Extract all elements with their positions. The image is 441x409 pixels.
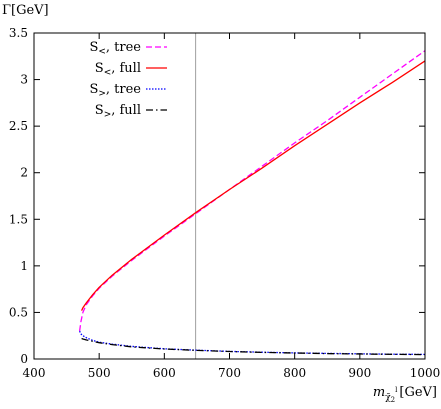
- y-tick-label: 1: [20, 259, 28, 273]
- y-tick-label: 3: [20, 73, 28, 87]
- x-tick-label: 400: [23, 366, 46, 380]
- x-tick-label: 700: [218, 366, 241, 380]
- x-tick-label: 800: [283, 366, 306, 380]
- legend-label-4: S>, full: [95, 103, 141, 120]
- y-tick-label: 0.5: [9, 305, 28, 319]
- x-axis-label-chi-index: 2: [391, 396, 395, 404]
- y-tick-label: 0: [20, 352, 28, 366]
- y-tick-label: 2.5: [9, 119, 28, 133]
- x-axis-label: mχ̃2l [GeV]: [373, 385, 437, 404]
- x-axis-label-chi: χ̃: [385, 392, 391, 403]
- y-tick-label: 1.5: [9, 212, 28, 226]
- x-tick-label: 500: [88, 366, 111, 380]
- y-tick-label: 2: [20, 166, 28, 180]
- legend-label-2: S<, full: [95, 61, 141, 78]
- legend: S<, tree S<, full S>, tree S>, full: [89, 40, 167, 120]
- x-tick-label: 600: [153, 366, 176, 380]
- series-line-2: [81, 60, 426, 311]
- x-axis-label-m: m: [373, 385, 385, 400]
- series-layer: [78, 50, 426, 356]
- x-tick-label: 1000: [410, 366, 441, 380]
- series-line-3: [79, 330, 426, 356]
- y-axis-label: Γ[GeV]: [2, 3, 49, 18]
- ticks-layer: 400 500 600 700 800 900 1000 0 0.5 1 1.5 2 2.5 3 3.5: [9, 26, 440, 380]
- series-line-4: [81, 337, 426, 356]
- x-tick-label: 900: [348, 366, 371, 380]
- x-axis-label-chi-sup: l: [395, 386, 398, 394]
- legend-label-1: S<, tree: [89, 40, 141, 57]
- series-line-1: [78, 50, 426, 332]
- x-axis-label-unit: [GeV]: [399, 385, 437, 400]
- y-tick-label: 3.5: [9, 26, 28, 40]
- legend-label-3: S>, tree: [89, 82, 141, 99]
